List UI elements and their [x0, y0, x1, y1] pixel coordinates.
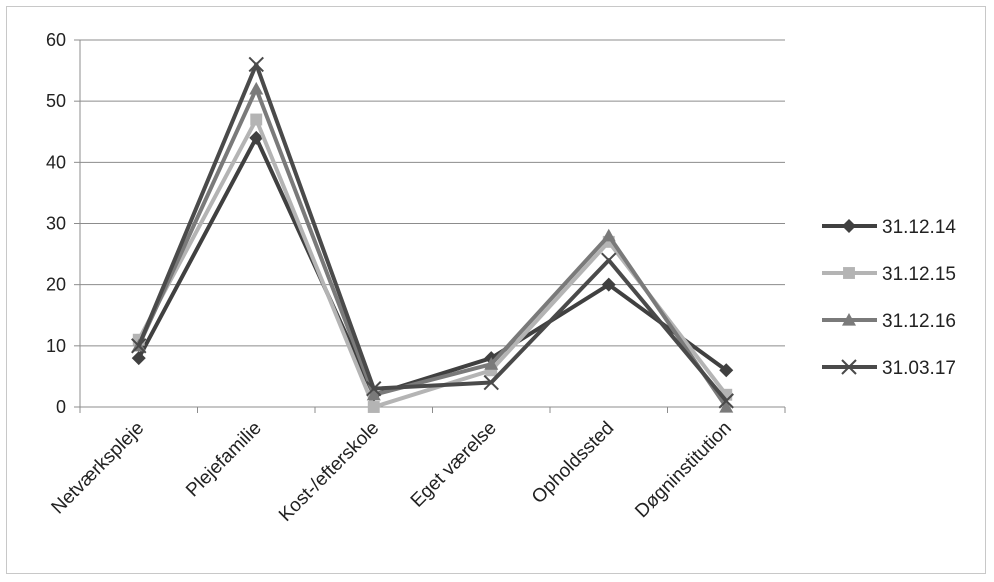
data-point: [249, 81, 264, 95]
data-point: [601, 277, 616, 292]
gridlines: [80, 39, 785, 347]
x-category-label: Døgninstitution: [631, 418, 735, 522]
legend-label: 31.03.17: [882, 358, 956, 379]
legend-label: 31.12.16: [882, 311, 956, 332]
legend-label: 31.12.14: [882, 217, 956, 238]
x-category-label: Plejefamilie: [182, 418, 266, 502]
x-category-label: Eget værelse: [407, 418, 501, 512]
data-point: [250, 113, 263, 126]
data-point: [601, 252, 617, 268]
data-point: [602, 235, 615, 248]
y-tick-label: 20: [46, 275, 66, 295]
data-point: [249, 130, 264, 145]
data-point: [601, 228, 616, 242]
data-point: [366, 380, 382, 397]
x-category-label: Kost-/efterskole: [275, 418, 383, 526]
x-marker-stroke: [841, 359, 857, 375]
data-point: [842, 219, 856, 233]
data-point: [842, 313, 856, 326]
legend-item: 31.03.17: [822, 358, 956, 379]
series-lines: [131, 56, 734, 413]
x-marker-stroke: [131, 338, 147, 354]
data-point: [485, 364, 498, 377]
series-line: [136, 62, 728, 403]
data-point: [483, 374, 499, 391]
x-category-label: Opholdssted: [528, 418, 618, 508]
data-point: [718, 393, 734, 409]
series-line: [136, 86, 728, 409]
data-point: [131, 351, 146, 366]
x-axis-ticks: Netværkspleje Plejefamilie Kost-/efterskol…: [48, 407, 786, 526]
data-point: [720, 388, 733, 401]
legend-label: 31.12.15: [882, 264, 956, 285]
data-point: [484, 357, 499, 370]
data-point: [843, 267, 855, 279]
y-tick-label: 30: [46, 214, 66, 234]
y-tick-label: 50: [46, 91, 66, 111]
series-3: [131, 81, 734, 413]
series-1: [131, 130, 734, 402]
y-tick-label: 60: [46, 30, 66, 50]
data-point: [248, 56, 264, 73]
x-category-label: Netværkspleje: [48, 418, 149, 519]
x-marker-stroke: [483, 374, 499, 391]
x-marker-stroke: [601, 252, 617, 268]
legend: 31.12.14 31.12.15 31.12.16 31.03.17: [822, 217, 956, 379]
y-axis-ticks: 0 10 20 30 40 50 60: [46, 30, 80, 417]
series-4: [131, 56, 734, 409]
data-point: [719, 400, 734, 413]
data-point: [719, 363, 734, 378]
data-point: [841, 359, 857, 375]
y-tick-label: 10: [46, 336, 66, 356]
x-marker-stroke: [718, 393, 734, 409]
series-line: [136, 135, 728, 397]
legend-item: 31.12.15: [822, 264, 956, 285]
data-point: [367, 401, 380, 413]
x-marker-stroke: [366, 380, 382, 397]
legend-item: 31.12.16: [822, 311, 956, 332]
x-marker-stroke: [248, 56, 264, 73]
data-point: [131, 338, 147, 354]
data-point: [366, 387, 381, 401]
y-tick-label: 0: [56, 397, 66, 417]
y-tick-label: 40: [46, 152, 66, 172]
legend-item: 31.12.14: [822, 217, 956, 238]
